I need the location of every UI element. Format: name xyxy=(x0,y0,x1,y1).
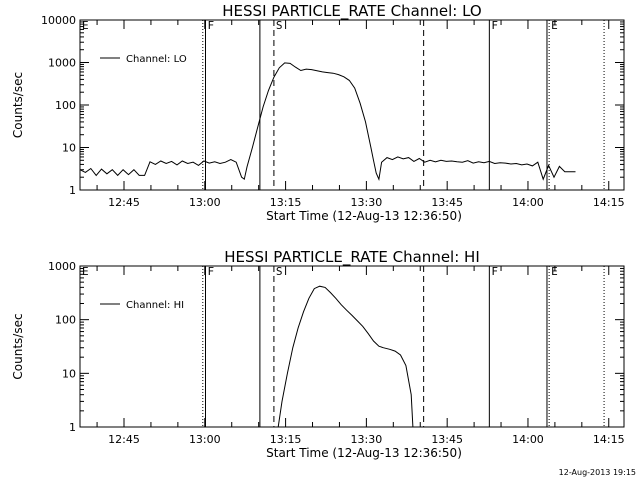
left-edge-marker-label: E xyxy=(82,265,89,278)
x-tick-label: 14:00 xyxy=(512,433,544,446)
y-tick-label: 1000 xyxy=(48,260,76,273)
chart-title: HESSI PARTICLE_RATE Channel: LO xyxy=(222,2,481,21)
event-marker-label: F xyxy=(207,265,214,278)
x-tick-label: 12:45 xyxy=(108,433,140,446)
event-marker-label: E xyxy=(551,265,558,278)
x-tick-label: 12:45 xyxy=(108,196,140,209)
chart-title: HESSI PARTICLE_RATE Channel: HI xyxy=(224,248,480,267)
x-tick-label: 13:30 xyxy=(351,196,383,209)
x-tick-label: 14:00 xyxy=(512,196,544,209)
y-axis-label: Counts/sec xyxy=(11,313,25,379)
panel-lo: HESSI PARTICLE_RATE Channel: LO 1 10 100 100… xyxy=(11,2,625,223)
x-tick-label: 14:15 xyxy=(593,196,625,209)
x-axis-label: Start Time (12-Aug-13 12:36:50) xyxy=(266,209,462,223)
event-marker-label: E xyxy=(551,19,558,32)
event-marker-label: F xyxy=(207,19,214,32)
x-tick-label: 13:45 xyxy=(431,196,463,209)
event-marker-label: S xyxy=(276,265,283,278)
x-tick-label: 13:45 xyxy=(431,433,463,446)
plot-timestamp: 12-Aug-2013 19:15 xyxy=(559,468,636,477)
x-tick-label: 13:00 xyxy=(189,433,221,446)
y-tick-label: 1 xyxy=(69,184,76,197)
x-tick-label: 13:15 xyxy=(270,196,302,209)
event-marker-label: S xyxy=(276,19,283,32)
plot-frame xyxy=(79,265,625,428)
x-tick-label: 14:15 xyxy=(593,433,625,446)
legend-label: Channel: LO xyxy=(126,54,187,65)
panel-hi: HESSI PARTICLE_RATE Channel: HI 1 10 100 100… xyxy=(11,248,625,460)
event-marker-label: F xyxy=(491,19,498,32)
y-axis-label: Counts/sec xyxy=(11,72,25,138)
y-tick-label: 100 xyxy=(55,314,76,327)
series-line xyxy=(277,285,414,428)
legend-label: Channel: HI xyxy=(126,300,184,311)
y-tick-label: 10000 xyxy=(41,14,76,27)
x-tick-label: 13:15 xyxy=(270,433,302,446)
left-edge-marker-label: E xyxy=(82,19,89,32)
y-tick-label: 10 xyxy=(62,142,76,155)
x-tick-label: 13:30 xyxy=(351,433,383,446)
y-tick-label: 100 xyxy=(55,99,76,112)
y-tick-label: 1 xyxy=(69,421,76,434)
series-line xyxy=(79,62,576,181)
y-tick-label: 1000 xyxy=(48,57,76,70)
x-tick-label: 13:00 xyxy=(189,196,221,209)
y-tick-label: 10 xyxy=(62,367,76,380)
x-axis-label: Start Time (12-Aug-13 12:36:50) xyxy=(266,446,462,460)
event-marker-label: F xyxy=(491,265,498,278)
